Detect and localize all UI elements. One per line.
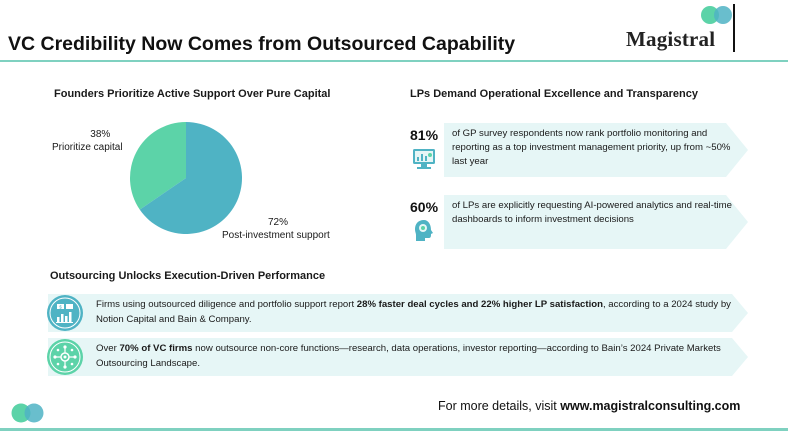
svg-text:$: $ bbox=[59, 304, 62, 309]
band-arrow-shape bbox=[48, 338, 748, 376]
band-text-post: now outsource non-core functions—researc… bbox=[96, 343, 721, 369]
band-arrow-shape bbox=[48, 294, 748, 332]
pie-label-support-value: 72% bbox=[268, 217, 289, 228]
stat-value: 60% bbox=[410, 199, 439, 215]
pie-label-capital: 38% Prioritize capital bbox=[52, 128, 123, 154]
stat-row-monitoring: 81% of GP survey respondents now rank po… bbox=[408, 123, 748, 177]
stat-text: of LPs are explicitly requesting AI-powe… bbox=[452, 200, 732, 225]
network-hub-icon bbox=[47, 339, 83, 375]
footer-text: For more details, visit www.magistralcon… bbox=[438, 399, 740, 413]
band-text-pre: Over bbox=[96, 343, 120, 354]
founders-heading: Founders Prioritize Active Support Over … bbox=[54, 88, 331, 100]
pie-label-support: 72% Post-investment support bbox=[222, 216, 330, 242]
band-deal-cycles-text: Firms using outsourced diligence and por… bbox=[96, 297, 736, 327]
footer-prefix: For more details, visit bbox=[438, 399, 561, 413]
stat-row-ai-analytics: 60% of LPs are explicitly requesting AI-… bbox=[408, 195, 748, 249]
band-outsource-functions bbox=[48, 338, 748, 376]
logo-circles-icon bbox=[701, 6, 732, 24]
outsourcing-heading: Outsourcing Unlocks Execution-Driven Per… bbox=[50, 270, 326, 282]
footer-logo-circles-icon bbox=[11, 403, 44, 423]
stat-value: 81% bbox=[410, 127, 439, 143]
pie-chart bbox=[130, 122, 242, 234]
pie-label-capital-text: Prioritize capital bbox=[52, 142, 123, 153]
logo-text: Magistral bbox=[626, 27, 716, 51]
pie-slice-prioritize-capital bbox=[130, 122, 186, 210]
band-deal-cycles bbox=[48, 294, 748, 332]
band-text-bold: 70% of VC firms bbox=[119, 343, 193, 354]
band-text-pre: Firms using outsourced diligence and por… bbox=[96, 299, 357, 310]
dashboard-monitor-icon bbox=[413, 149, 435, 169]
slide-title: VC Credibility Now Comes from Outsourced… bbox=[8, 33, 516, 55]
logo-divider bbox=[733, 4, 735, 52]
pie-slice-post-investment-support bbox=[139, 122, 242, 234]
stat-arrow-shape bbox=[444, 123, 748, 177]
title-divider bbox=[0, 60, 788, 62]
lps-heading: LPs Demand Operational Excellence and Tr… bbox=[410, 88, 698, 100]
band-outsource-functions-text: Over 70% of VC firms now outsource non-c… bbox=[96, 341, 736, 371]
finance-report-icon: $ bbox=[47, 295, 83, 331]
band-text-post: , according to a 2024 study by Notion Ca… bbox=[96, 299, 731, 325]
pie-label-support-text: Post-investment support bbox=[222, 230, 330, 241]
stat-arrow-shape bbox=[444, 195, 748, 249]
band-text-bold: 28% faster deal cycles and 22% higher LP… bbox=[356, 299, 603, 310]
footer-url-link[interactable]: www.magistralconsulting.com bbox=[560, 399, 741, 413]
stat-text: of GP survey respondents now rank portfo… bbox=[452, 128, 731, 167]
pie-label-capital-value: 38% bbox=[90, 129, 111, 140]
ai-head-icon bbox=[415, 220, 433, 241]
footer-divider bbox=[0, 428, 788, 431]
